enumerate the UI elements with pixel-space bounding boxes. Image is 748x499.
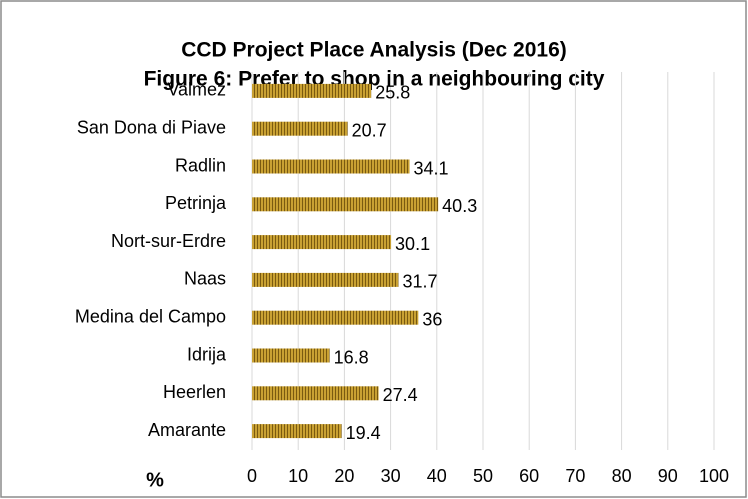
data-label: 25.8 xyxy=(375,83,410,103)
bar xyxy=(252,121,348,136)
bar xyxy=(252,348,330,363)
y-tick-label: Nort-sur-Erdre xyxy=(111,231,226,251)
x-tick-label: 100 xyxy=(699,466,729,486)
x-tick-label: 60 xyxy=(519,466,539,486)
bar xyxy=(252,197,439,212)
data-label: 27.4 xyxy=(383,385,418,405)
data-label: 36 xyxy=(422,309,442,329)
x-tick-label: 80 xyxy=(612,466,632,486)
x-tick-label: 0 xyxy=(247,466,257,486)
bar xyxy=(252,310,419,325)
y-tick-label: San Dona di Piave xyxy=(77,117,226,137)
bar xyxy=(252,424,342,439)
data-label: 19.4 xyxy=(346,423,381,443)
y-tick-label: Amarante xyxy=(148,420,226,440)
x-tick-label: 10 xyxy=(288,466,308,486)
data-label: 40.3 xyxy=(442,196,477,216)
bar xyxy=(252,235,392,250)
data-label: 31.7 xyxy=(402,272,437,292)
x-tick-label: 70 xyxy=(565,466,585,486)
x-axis-label: % xyxy=(146,469,164,491)
y-tick-label: Naas xyxy=(184,269,226,289)
bar xyxy=(252,83,372,98)
bar xyxy=(252,386,379,401)
x-tick-label: 40 xyxy=(427,466,447,486)
bar xyxy=(252,272,399,287)
chart-title: CCD Project Place Analysis (Dec 2016) xyxy=(181,39,567,62)
y-tick-label: Valmez xyxy=(167,80,226,100)
y-tick-label: Heerlen xyxy=(163,382,226,402)
bar xyxy=(252,159,410,174)
y-tick-label: Petrinja xyxy=(165,193,227,213)
x-tick-label: 90 xyxy=(658,466,678,486)
data-label: 20.7 xyxy=(352,120,387,140)
y-tick-label: Radlin xyxy=(175,155,226,175)
data-label: 34.1 xyxy=(414,158,449,178)
x-tick-label: 20 xyxy=(334,466,354,486)
y-tick-label: Medina del Campo xyxy=(75,306,226,326)
y-tick-label: Idrija xyxy=(187,344,227,364)
x-tick-label: 50 xyxy=(473,466,493,486)
data-label: 30.1 xyxy=(395,234,430,254)
data-label: 16.8 xyxy=(334,347,369,367)
x-tick-label: 30 xyxy=(381,466,401,486)
